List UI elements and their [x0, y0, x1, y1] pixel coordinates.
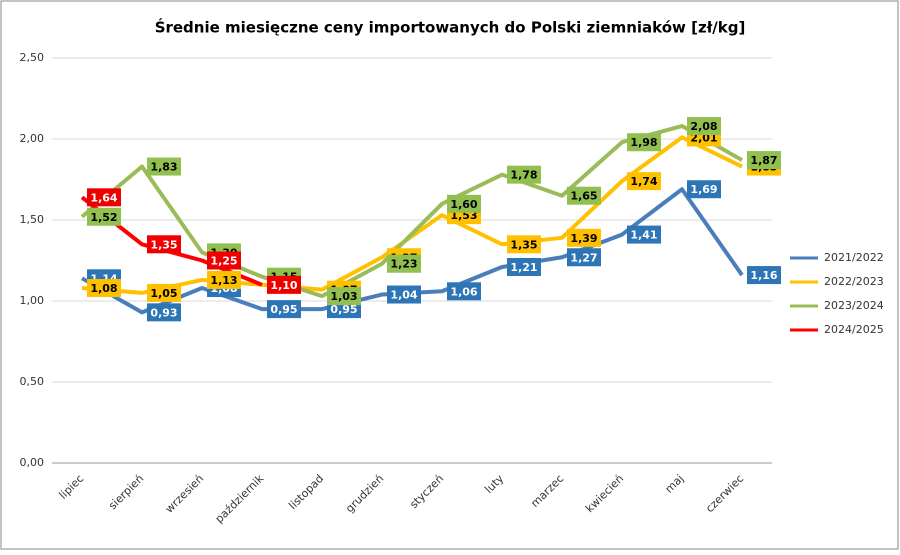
- chart-title: Średnie miesięczne ceny importowanych do…: [155, 18, 746, 37]
- value-label: 0,93: [150, 306, 177, 319]
- value-label-box: [567, 186, 601, 205]
- value-label: 1,83: [150, 161, 177, 174]
- value-label-box: [147, 157, 181, 176]
- value-label: 0,95: [270, 303, 297, 316]
- value-label-box: [147, 283, 181, 302]
- legend-label: 2023/2024: [824, 299, 884, 312]
- value-label-box: [87, 207, 121, 226]
- value-label: 1,21: [510, 261, 537, 274]
- value-label: 1,03: [330, 290, 357, 303]
- value-label-box: [87, 279, 121, 298]
- legend-label: 2022/2023: [824, 275, 884, 288]
- legend-label: 2024/2025: [824, 323, 884, 336]
- value-label-box: [207, 251, 241, 270]
- value-label-box: [567, 228, 601, 247]
- value-label-box: [627, 172, 661, 191]
- value-label: 1,74: [630, 175, 657, 188]
- value-label-box: [567, 248, 601, 267]
- value-label-box: [687, 180, 721, 199]
- value-label: 1,78: [510, 169, 537, 182]
- value-label-box: [687, 117, 721, 136]
- value-label: 0,95: [330, 303, 357, 316]
- value-label-box: [447, 194, 481, 213]
- value-label: 1,13: [210, 274, 237, 287]
- value-label-box: [207, 270, 241, 289]
- value-label: 1,16: [750, 269, 777, 282]
- value-label-box: [507, 165, 541, 184]
- value-label: 1,08: [90, 282, 117, 295]
- value-label: 1,04: [390, 289, 417, 302]
- value-label: 1,35: [510, 238, 537, 251]
- y-tick-label: 0,50: [20, 375, 45, 388]
- value-label: 1,69: [690, 183, 717, 196]
- y-tick-label: 0,00: [20, 456, 45, 469]
- value-label-box: [87, 188, 121, 207]
- value-label-box: [147, 235, 181, 254]
- value-label: 1,98: [630, 136, 657, 149]
- y-tick-label: 2,00: [20, 132, 45, 145]
- value-label: 1,06: [450, 285, 477, 298]
- value-label-box: [747, 266, 781, 285]
- value-label-box: [507, 257, 541, 276]
- value-label: 1,35: [150, 238, 177, 251]
- legend-label: 2021/2022: [824, 251, 884, 264]
- value-label-box: [627, 133, 661, 152]
- value-label: 1,05: [150, 287, 177, 300]
- value-label-box: [147, 303, 181, 322]
- y-tick-label: 1,50: [20, 213, 45, 226]
- value-label: 2,08: [690, 120, 717, 133]
- value-label-box: [627, 225, 661, 244]
- value-label: 1,64: [90, 191, 117, 204]
- value-label: 1,87: [750, 154, 777, 167]
- value-label-box: [447, 282, 481, 301]
- value-label: 1,25: [210, 255, 237, 268]
- value-label-box: [267, 300, 301, 319]
- value-label: 1,41: [630, 229, 657, 242]
- value-label-box: [327, 287, 361, 306]
- value-label: 1,23: [390, 258, 417, 271]
- value-label: 1,10: [270, 279, 297, 292]
- value-label-box: [267, 275, 301, 294]
- value-label-box: [387, 254, 421, 273]
- value-label: 1,52: [90, 211, 117, 224]
- value-label-box: [387, 285, 421, 304]
- value-label-box: [507, 235, 541, 254]
- value-label: 1,27: [570, 251, 597, 264]
- value-label: 1,65: [570, 190, 597, 203]
- value-label: 1,60: [450, 198, 477, 211]
- y-tick-label: 2,50: [20, 51, 45, 64]
- y-tick-label: 1,00: [20, 294, 45, 307]
- value-label: 1,39: [570, 232, 597, 245]
- value-label-box: [747, 151, 781, 170]
